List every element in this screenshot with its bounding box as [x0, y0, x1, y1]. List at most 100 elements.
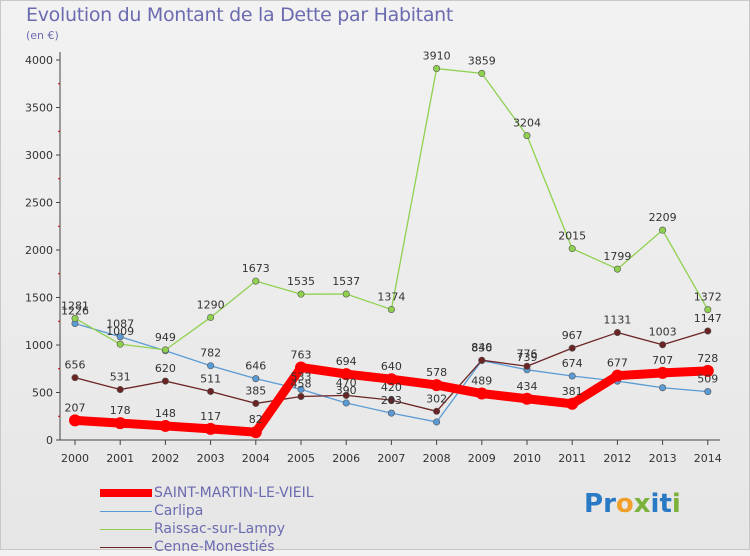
data-point	[659, 341, 667, 349]
data-point	[704, 306, 712, 314]
data-point	[71, 374, 79, 382]
y-tick-label: 4000	[25, 54, 53, 67]
data-point	[342, 391, 350, 399]
data-point	[478, 69, 486, 77]
data-label: 3910	[423, 50, 451, 63]
data-label: 390	[336, 384, 357, 397]
data-label: 2015	[558, 230, 586, 243]
data-point	[433, 65, 441, 73]
data-label: 1131	[603, 314, 631, 327]
data-point	[568, 372, 576, 380]
data-point	[252, 399, 260, 407]
x-tick-label: 2013	[649, 452, 677, 465]
data-label: 1226	[61, 305, 89, 318]
y-tick-label: 2500	[25, 197, 53, 210]
data-point	[704, 327, 712, 335]
x-tick-label: 2001	[106, 452, 134, 465]
data-point	[252, 375, 260, 383]
data-point	[252, 277, 260, 285]
proxiti-logo: Proxiti	[584, 489, 681, 519]
data-point	[387, 396, 395, 404]
x-tick-label: 2000	[61, 452, 89, 465]
data-label: 694	[336, 355, 357, 368]
data-point	[71, 314, 79, 322]
data-label: 1281	[61, 299, 89, 312]
data-label: 1290	[197, 298, 225, 311]
legend-swatch	[100, 529, 152, 530]
legend-label: Cenne-Monestiés	[154, 539, 275, 555]
x-tick-label: 2009	[468, 452, 496, 465]
data-label: 674	[562, 357, 583, 370]
data-point	[207, 362, 215, 370]
data-label: 470	[336, 376, 357, 389]
data-point	[204, 422, 217, 435]
data-label: 509	[697, 373, 718, 386]
x-tick-label: 2014	[694, 452, 722, 465]
data-label: 420	[381, 381, 402, 394]
y-tick-label: 2000	[25, 244, 53, 257]
data-point	[207, 387, 215, 395]
x-tick-label: 2007	[377, 452, 405, 465]
data-label: 302	[426, 392, 447, 405]
data-label: 82	[249, 413, 263, 426]
data-point	[659, 384, 667, 392]
data-point	[159, 419, 172, 432]
data-label: 458	[291, 377, 312, 390]
chart-title: Evolution du Montant de la Dette par Hab…	[26, 4, 454, 26]
data-label: 283	[381, 394, 402, 407]
y-tick-label: 3000	[25, 149, 53, 162]
chart-unit: (en €)	[26, 29, 59, 42]
data-label: 782	[200, 347, 221, 360]
x-tick-label: 2006	[332, 452, 360, 465]
data-point	[295, 361, 307, 374]
data-point	[342, 399, 350, 407]
y-tick-label: 500	[32, 387, 53, 400]
data-point	[249, 426, 262, 439]
data-label: 533	[291, 370, 312, 383]
data-point	[523, 362, 531, 370]
data-label: 531	[110, 371, 131, 384]
data-point	[342, 290, 350, 298]
data-label: 1009	[106, 325, 134, 338]
data-point	[69, 414, 81, 427]
y-tick-label: 0	[46, 434, 53, 447]
data-point	[297, 392, 305, 400]
data-point	[475, 387, 488, 400]
y-tick-label: 3500	[25, 102, 53, 115]
y-tick-label: 1500	[25, 292, 53, 305]
x-tick-label: 2008	[423, 452, 451, 465]
data-label: 1374	[377, 290, 405, 303]
data-label: 707	[652, 354, 673, 367]
x-tick-label: 2005	[287, 452, 315, 465]
legend-swatch	[100, 547, 152, 548]
x-tick-label: 2003	[197, 452, 225, 465]
data-point	[656, 366, 669, 379]
data-point	[433, 418, 441, 426]
data-label: 3859	[468, 54, 496, 67]
data-point	[430, 379, 443, 392]
data-point	[207, 313, 215, 321]
data-label: 677	[607, 357, 628, 370]
data-point	[478, 356, 486, 364]
data-label: 739	[517, 351, 538, 364]
data-label: 836	[471, 342, 492, 355]
data-point	[387, 305, 395, 313]
data-label: 3204	[513, 117, 541, 130]
data-point	[521, 392, 533, 405]
data-label: 763	[291, 349, 312, 362]
y-tick-label: 1000	[25, 339, 53, 352]
data-label: 967	[562, 329, 583, 342]
legend-label: Carlipa	[154, 503, 204, 519]
legend-label: SAINT-MARTIN-LE-VIEIL	[154, 485, 314, 501]
data-label: 656	[65, 359, 86, 372]
data-label: 385	[245, 384, 266, 397]
x-tick-label: 2002	[151, 452, 179, 465]
data-point	[613, 329, 621, 337]
data-label: 434	[517, 380, 538, 393]
logo-letter: x	[633, 489, 651, 519]
data-point	[114, 417, 127, 430]
data-label: 207	[65, 401, 86, 414]
data-label: 640	[381, 360, 402, 373]
data-point	[116, 386, 124, 394]
